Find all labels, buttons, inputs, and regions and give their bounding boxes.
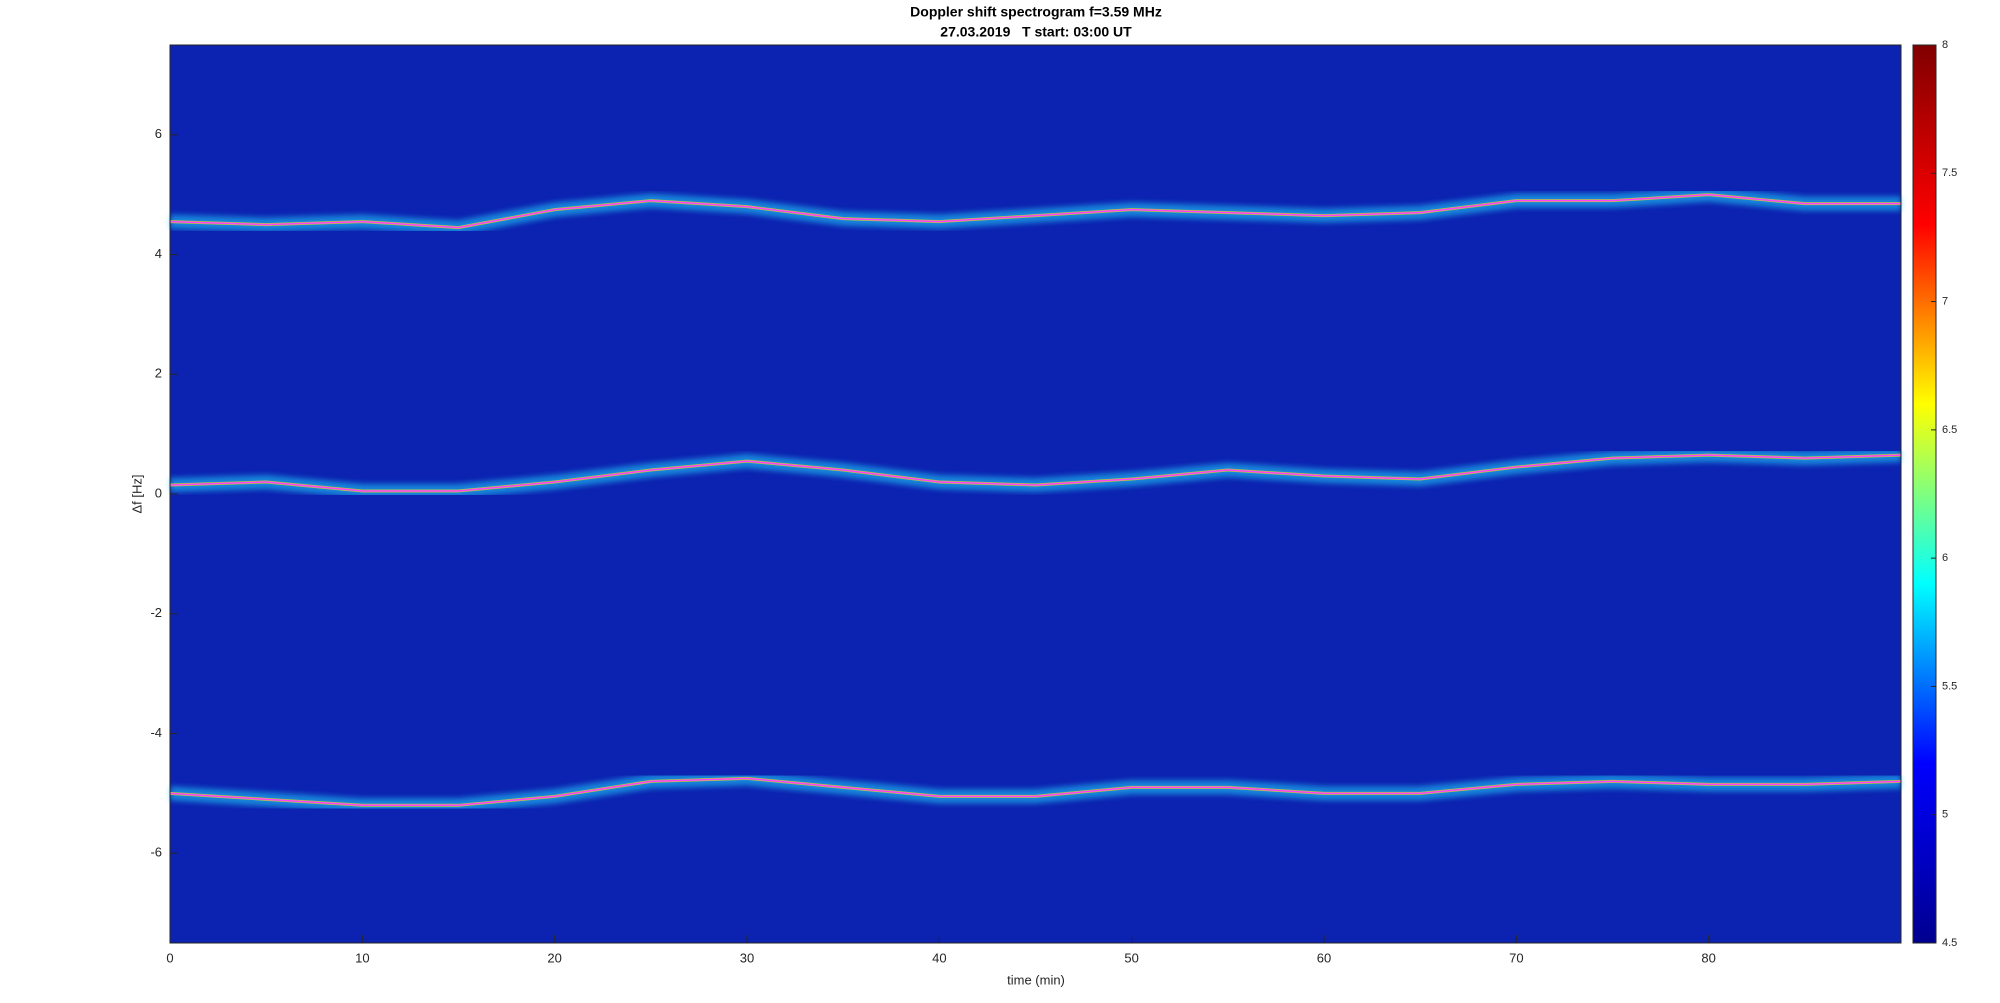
x-tick-label: 60 [1317, 950, 1331, 965]
colorbar-tick-label: 5 [1942, 809, 1948, 821]
x-tick-label: 40 [932, 950, 946, 965]
trace-line [169, 454, 1902, 492]
x-tick-label: 80 [1701, 950, 1715, 965]
colorbar-tick-label: 7.5 [1942, 167, 1957, 179]
y-tick-label: 4 [155, 246, 162, 261]
y-tick-label: -2 [150, 605, 162, 620]
x-tick-label: 70 [1509, 950, 1523, 965]
x-tick-label: 10 [355, 950, 369, 965]
colorbar-tick-label: 6.5 [1942, 424, 1957, 436]
colorbar-tick-label: 6 [1942, 552, 1948, 564]
x-axis-label: time (min) [1007, 972, 1065, 987]
colorbar-tick-label: 7 [1942, 295, 1948, 307]
y-tick-label: 0 [155, 485, 162, 500]
x-tick-label: 0 [166, 950, 173, 965]
x-tick-label: 20 [547, 950, 561, 965]
colorbar [1912, 44, 1937, 944]
colorbar-tick-label: 4.5 [1942, 937, 1957, 949]
chart-subtitle: 27.03.2019 T start: 03:00 UT [940, 24, 1132, 40]
trace-line [169, 193, 1901, 229]
trace-line [169, 777, 1902, 807]
y-tick-label: 2 [155, 366, 162, 381]
y-tick-label: -6 [150, 845, 162, 860]
x-tick-label: 30 [740, 950, 754, 965]
colorbar-tick-label: 8 [1942, 39, 1948, 51]
y-tick-label: -4 [150, 725, 162, 740]
colorbar-tick-label: 5.5 [1942, 680, 1957, 692]
y-tick-label: 6 [155, 126, 162, 141]
chart-title: Doppler shift spectrogram f=3.59 MHz [910, 4, 1162, 20]
x-tick-label: 50 [1124, 950, 1138, 965]
y-axis-label: Δf [Hz] [129, 474, 144, 513]
